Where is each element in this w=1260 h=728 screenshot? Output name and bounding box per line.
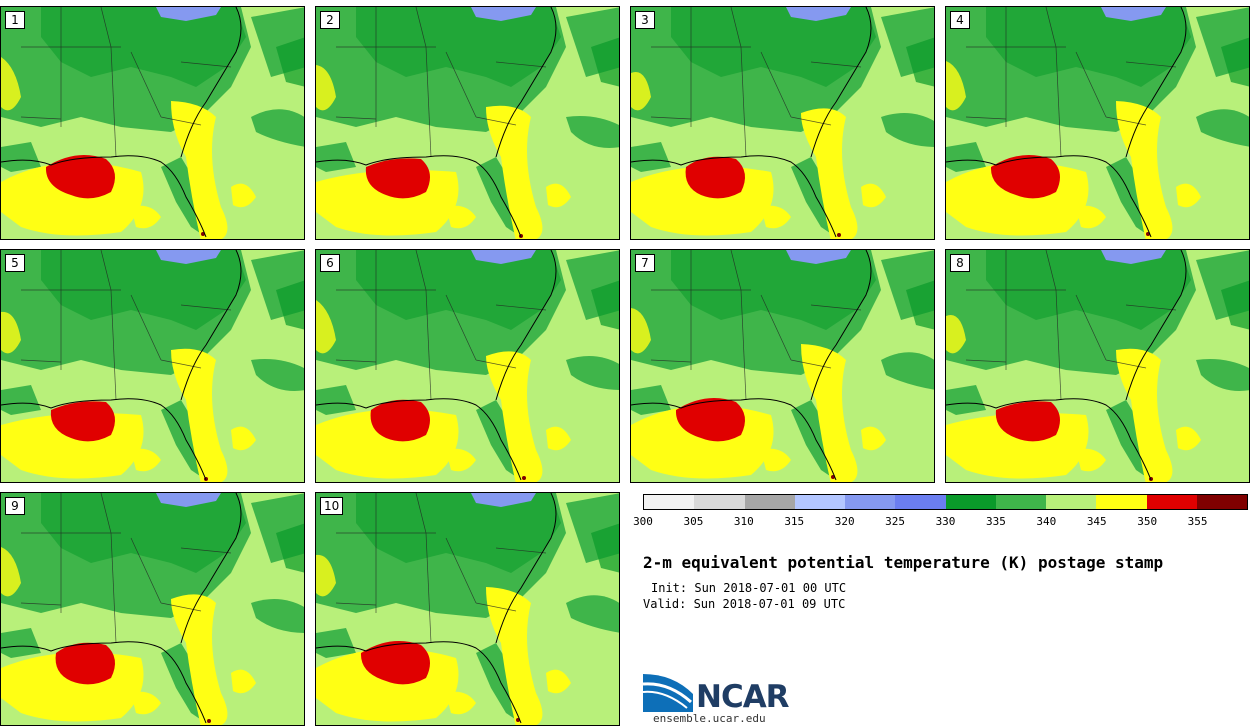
colorbar-segment (644, 495, 695, 509)
member-number-label: 1 (5, 11, 25, 29)
colorbar-tick-label: 300 (633, 515, 653, 528)
ensemble-member-map (631, 250, 934, 482)
member-panel: 1 (0, 6, 305, 240)
colorbar-segment (1146, 495, 1197, 509)
ncar-logo-icon (643, 674, 693, 712)
member-number-label: 7 (635, 254, 655, 272)
member-panel: 5 (0, 249, 305, 483)
member-number-label: 8 (950, 254, 970, 272)
member-panel: 4 (945, 6, 1250, 240)
member-number-label: 4 (950, 11, 970, 29)
member-panel: 8 (945, 249, 1250, 483)
member-number-label: 6 (320, 254, 340, 272)
colorbar-tick-label: 340 (1036, 515, 1057, 528)
figure-title: 2-m equivalent potential temperature (K)… (643, 553, 1164, 572)
colorbar-segment (845, 495, 896, 509)
ensemble-member-map (946, 7, 1249, 239)
member-number-label: 5 (5, 254, 25, 272)
colorbar-tick-label: 310 (733, 515, 754, 528)
colorbar-ticks: 300 305 310 315 320 325 330 335 340 345 350 355 (633, 515, 1248, 529)
member-panel: 9 (0, 492, 305, 726)
member-panel: 2 (315, 6, 620, 240)
ensemble-member-map (946, 250, 1249, 482)
colorbar-tick-label: 345 (1086, 515, 1107, 528)
member-number-label: 2 (320, 11, 340, 29)
colorbar-segment (995, 495, 1046, 509)
member-number-label: 10 (320, 497, 344, 515)
colorbar-tick-label: 350 (1137, 515, 1158, 528)
colorbar-tick-label: 325 (885, 515, 906, 528)
member-number-label: 3 (635, 11, 655, 29)
colorbar-segment (1196, 495, 1247, 509)
colorbar-tick-label: 305 (683, 515, 704, 528)
colorbar-segment (895, 495, 946, 509)
colorbar-tick-label: 315 (784, 515, 805, 528)
ensemble-member-map (1, 493, 304, 725)
valid-time: Valid: Sun 2018-07-01 09 UTC (643, 597, 846, 611)
colorbar-segment (744, 495, 795, 509)
ensemble-member-map (316, 493, 619, 725)
colorbar-segment (945, 495, 996, 509)
colorbar (643, 494, 1248, 510)
ensemble-member-map (316, 250, 619, 482)
colorbar-tick-label: 320 (834, 515, 855, 528)
member-number-label: 9 (5, 497, 25, 515)
member-panel: 6 (315, 249, 620, 483)
ncar-logo-text: NCAR (696, 679, 790, 715)
ensemble-member-map (316, 7, 619, 239)
colorbar-segment (1046, 495, 1097, 509)
colorbar-tick-label: 335 (985, 515, 1006, 528)
ensemble-member-map (1, 250, 304, 482)
colorbar-tick-label: 355 (1187, 515, 1208, 528)
init-time: Init: Sun 2018-07-01 00 UTC (651, 581, 847, 595)
member-panel: 10 (315, 492, 620, 726)
colorbar-tick-label: 330 (935, 515, 956, 528)
ensemble-member-map (1, 7, 304, 239)
colorbar-segment (794, 495, 845, 509)
ensemble-member-map (631, 7, 934, 239)
member-panel: 7 (630, 249, 935, 483)
colorbar-segment (1096, 495, 1147, 509)
member-panel: 3 (630, 6, 935, 240)
site-url: ensemble.ucar.edu (653, 712, 766, 725)
colorbar-segment (694, 495, 745, 509)
